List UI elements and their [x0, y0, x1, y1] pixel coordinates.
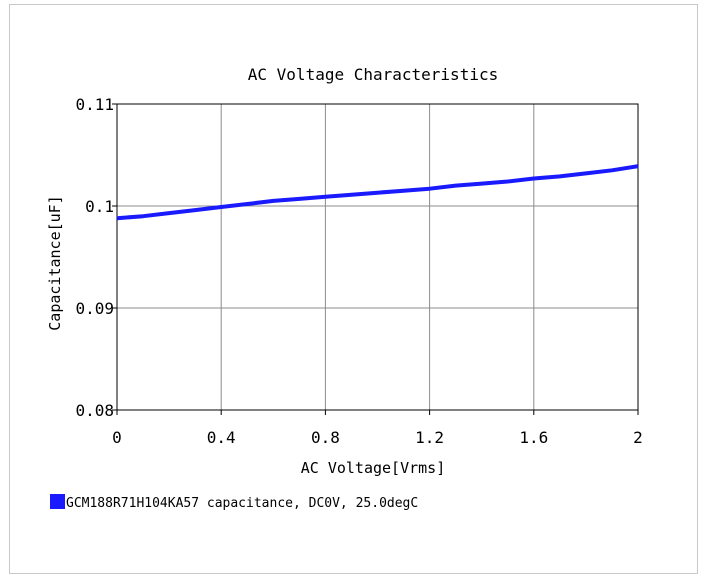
x-tick-label-3: 1.2: [415, 428, 444, 447]
legend-swatch: [50, 494, 65, 509]
plot-area: [116, 103, 639, 411]
x-tick-label-2: 0.8: [311, 428, 340, 447]
series-layer: [116, 164, 639, 221]
x-tick-label-4: 1.6: [519, 428, 548, 447]
y-tick-label-1: 0.09: [75, 299, 114, 318]
x-tick-label-0: 0: [112, 428, 122, 447]
chart-frame: [9, 4, 698, 574]
y-tick-label-2: 0.1: [85, 197, 114, 216]
y-axis-label: Capacitance[uF]: [46, 195, 64, 330]
y-tick-label-3: 0.11: [75, 95, 114, 114]
legend-label: GCM188R71H104KA57 capacitance, DC0V, 25.…: [66, 496, 418, 511]
x-tick-label-1: 0.4: [207, 428, 236, 447]
y-axis-ticks: 0.08 0.09 0.1 0.11: [75, 95, 117, 420]
series-line-0: [116, 164, 639, 221]
x-axis-ticks: 0 0.4 0.8 1.2 1.6 2: [112, 410, 643, 447]
y-tick-label-0: 0.08: [75, 401, 114, 420]
x-tick-label-5: 2: [633, 428, 643, 447]
grid: [117, 104, 638, 410]
legend: GCM188R71H104KA57 capacitance, DC0V, 25.…: [50, 494, 418, 511]
x-axis-label: AC Voltage[Vrms]: [301, 459, 446, 477]
chart-title: AC Voltage Characteristics: [248, 65, 498, 84]
